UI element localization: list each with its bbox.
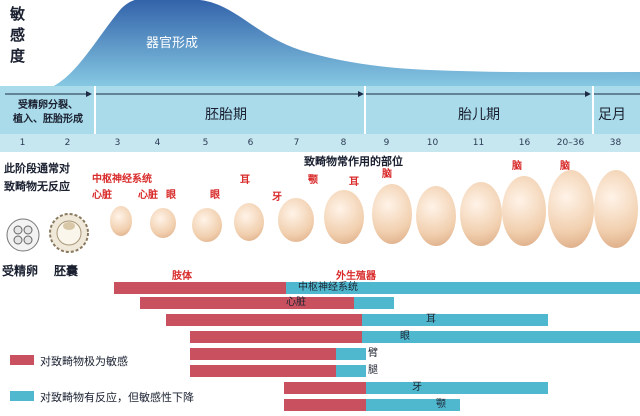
legend-swatch-sensitive <box>10 355 34 365</box>
bar-heart-reduced <box>354 297 394 309</box>
label-palate-w7: 颚 <box>308 175 318 186</box>
week-2: 2 <box>64 138 71 148</box>
week-row <box>0 134 640 152</box>
fetus-week-38 <box>594 170 638 248</box>
week-6: 6 <box>247 138 254 148</box>
bar-eye-label: 眼 <box>400 331 410 342</box>
left-note-line2: 致畸物无反应 <box>4 180 70 193</box>
label-heart-w3: 心脏 <box>92 190 112 201</box>
bar-ear-label: 耳 <box>426 314 436 325</box>
label-limbs: 肢体 <box>172 271 192 282</box>
label-eye-w4: 眼 <box>166 190 176 201</box>
label-eye-w5: 眼 <box>210 190 220 201</box>
week-10: 10 <box>426 138 439 148</box>
period-embryonic: 胚胎期 <box>205 107 247 123</box>
bar-teeth-sensitive <box>284 382 366 394</box>
sensitivity-char-2: 感 <box>10 26 26 44</box>
week-38: 38 <box>609 138 622 148</box>
fetus-week-10 <box>416 186 456 246</box>
fetus-week-9 <box>372 184 412 244</box>
bar-arm-reduced <box>336 348 366 360</box>
label-brain-w20: 脑 <box>560 161 570 172</box>
week-11: 11 <box>472 138 485 148</box>
bar-teeth-reduced <box>366 382 548 394</box>
bar-palate-sensitive <box>284 399 366 411</box>
fetus-week-11 <box>460 182 502 246</box>
sensitivity-char-1: 敏 <box>10 5 26 23</box>
label-cns: 中枢神经系统 <box>92 174 152 185</box>
week-16: 16 <box>518 138 531 148</box>
bar-cns-reduced <box>286 282 640 294</box>
label-teeth-w6: 牙 <box>272 192 282 203</box>
bar-arm-sensitive <box>190 348 336 360</box>
label-brain-w9: 脑 <box>382 169 392 180</box>
legend-sensitive-label: 对致畸物极为敏感 <box>40 355 128 368</box>
left-note: 此阶段通常对 致畸物无反应 <box>4 160 70 196</box>
label-ear-w6: 耳 <box>240 175 250 186</box>
week-3: 3 <box>114 138 121 148</box>
bar-heart-sensitive <box>140 297 354 309</box>
embryo-week-3 <box>110 206 132 236</box>
sensitivity-axis-label: 敏 感 度 <box>10 4 25 67</box>
organ-formation-label: 器官形成 <box>146 36 199 51</box>
bar-cns-sensitive <box>114 282 286 294</box>
bar-ear-sensitive <box>166 314 362 326</box>
bar-eye-reduced <box>362 331 640 343</box>
zygote-illustration <box>6 218 40 252</box>
teratogen-title: 致畸物常作用的部位 <box>304 155 403 168</box>
fetus-week-20-36 <box>548 170 594 248</box>
bar-teeth-label: 牙 <box>412 382 422 393</box>
period-pre-embryo-line2: 植入、胚胎形成 <box>13 114 83 125</box>
period-term: 足月 <box>598 107 626 123</box>
sensitivity-char-3: 度 <box>10 47 26 65</box>
embryo-week-7 <box>278 198 314 242</box>
blastocyst-illustration <box>49 213 89 253</box>
period-arrows <box>5 86 640 134</box>
bar-eye-sensitive <box>190 331 362 343</box>
embryo-week-5 <box>192 208 222 242</box>
bar-leg-label: 腿 <box>368 365 378 376</box>
fetus-week-16 <box>502 176 546 246</box>
sensitivity-curve <box>40 0 640 92</box>
week-20-36: 20–36 <box>556 138 585 148</box>
bar-palate-reduced <box>366 399 460 411</box>
embryo-week-6 <box>234 203 264 241</box>
embryo-week-4 <box>150 208 176 238</box>
left-note-line1: 此阶段通常对 <box>4 162 70 175</box>
label-ear-w8: 耳 <box>349 177 359 188</box>
label-genitals: 外生殖器 <box>336 271 376 282</box>
period-pre-embryo-line1: 受精卵分裂、 <box>18 100 78 111</box>
bar-palate-label: 颚 <box>436 399 446 410</box>
embryo-week-8 <box>324 190 364 244</box>
legend-reduced-label: 对致畸物有反应，但敏感性下降 <box>40 391 194 404</box>
bar-leg-reduced <box>336 365 366 377</box>
week-8: 8 <box>340 138 347 148</box>
zygote-label: 受精卵 <box>2 264 39 278</box>
week-1: 1 <box>19 138 26 148</box>
period-fetal: 胎儿期 <box>458 107 500 123</box>
label-brain-w16: 脑 <box>512 161 522 172</box>
bar-arm-label: 臂 <box>368 348 378 359</box>
bar-cns-label: 中枢神经系统 <box>298 282 358 293</box>
week-4: 4 <box>154 138 161 148</box>
week-9: 9 <box>383 138 390 148</box>
blastocyst-label: 胚囊 <box>54 264 79 278</box>
label-heart-w4: 心脏 <box>138 190 158 201</box>
bar-leg-sensitive <box>190 365 336 377</box>
legend-swatch-reduced <box>10 391 34 401</box>
bar-heart-label: 心脏 <box>286 297 306 308</box>
week-5: 5 <box>202 138 209 148</box>
bar-ear-reduced <box>362 314 548 326</box>
period-pre-embryo: 受精卵分裂、 植入、胚胎形成 <box>2 99 94 127</box>
week-7: 7 <box>293 138 300 148</box>
